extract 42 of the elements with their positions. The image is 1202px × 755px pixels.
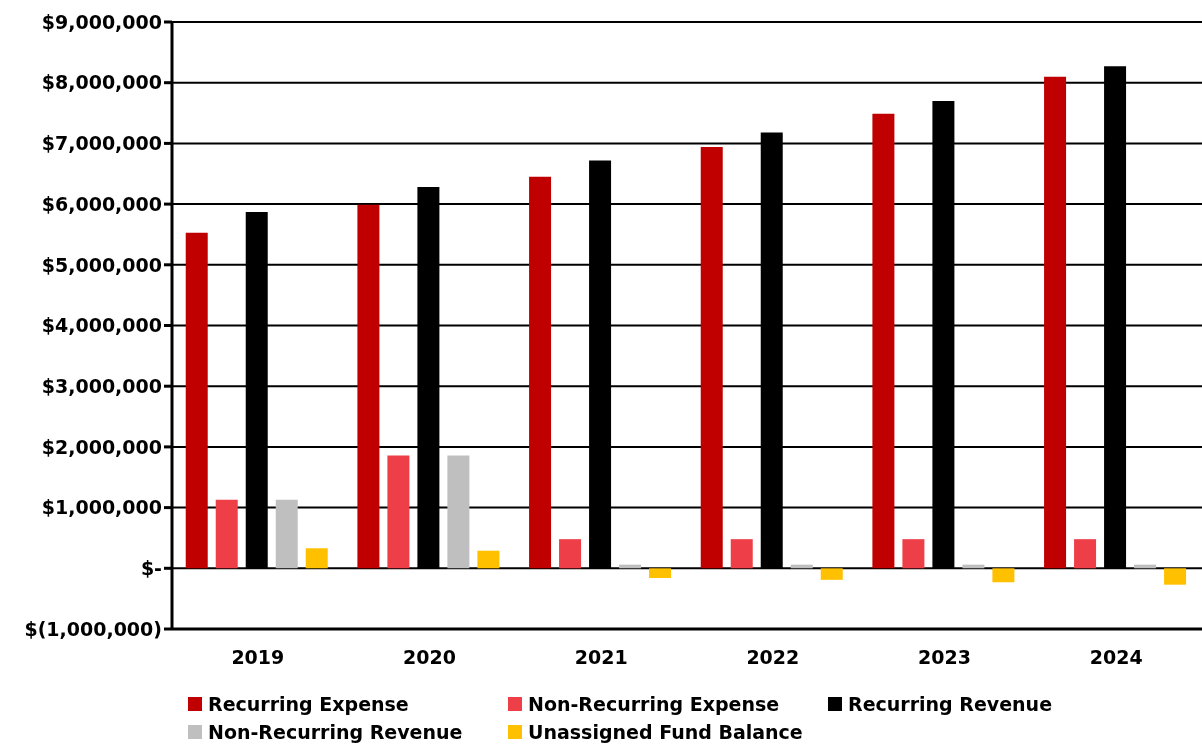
y-tick-label: $7,000,000 <box>41 132 162 155</box>
bar <box>185 232 208 569</box>
bar <box>992 568 1015 583</box>
bar <box>215 499 238 569</box>
bar <box>357 204 380 569</box>
bar <box>305 548 328 569</box>
bar <box>477 550 500 569</box>
y-tick-label: $2,000,000 <box>41 435 162 458</box>
bar <box>1044 76 1067 569</box>
y-tick-label: $(1,000,000) <box>24 617 162 640</box>
y-tick-label: $8,000,000 <box>41 71 162 94</box>
x-tick-label: 2020 <box>403 646 456 669</box>
bar <box>820 568 843 580</box>
legend-label: Recurring Expense <box>208 693 409 715</box>
legend-label: Unassigned Fund Balance <box>528 721 803 743</box>
y-tick-label: $- <box>140 557 162 580</box>
bar <box>1164 568 1187 585</box>
bar <box>447 455 470 569</box>
legend-label: Non-Recurring Expense <box>528 693 780 715</box>
bar <box>872 113 895 569</box>
bar <box>649 568 672 579</box>
bar <box>529 176 552 569</box>
y-tick-label: $5,000,000 <box>41 253 162 276</box>
x-tick-label: 2021 <box>574 646 628 669</box>
legend-label: Recurring Revenue <box>848 693 1053 715</box>
y-tick-label: $1,000,000 <box>41 496 162 519</box>
legend-label: Non-Recurring Revenue <box>208 721 463 743</box>
bar <box>559 539 582 569</box>
bar <box>275 499 298 569</box>
bar <box>730 539 753 569</box>
bar <box>387 455 410 569</box>
x-tick-label: 2024 <box>1089 646 1143 669</box>
y-tick-label: $6,000,000 <box>41 192 162 215</box>
y-tick-label: $3,000,000 <box>41 374 162 397</box>
x-tick-label: 2022 <box>746 646 800 669</box>
bar <box>700 147 723 569</box>
y-tick-label: $4,000,000 <box>41 314 162 337</box>
y-tick-label: $9,000,000 <box>41 10 162 33</box>
x-tick-label: 2023 <box>918 646 971 669</box>
x-tick-label: 2019 <box>231 646 285 669</box>
bar <box>1074 539 1097 569</box>
bar <box>902 539 925 569</box>
